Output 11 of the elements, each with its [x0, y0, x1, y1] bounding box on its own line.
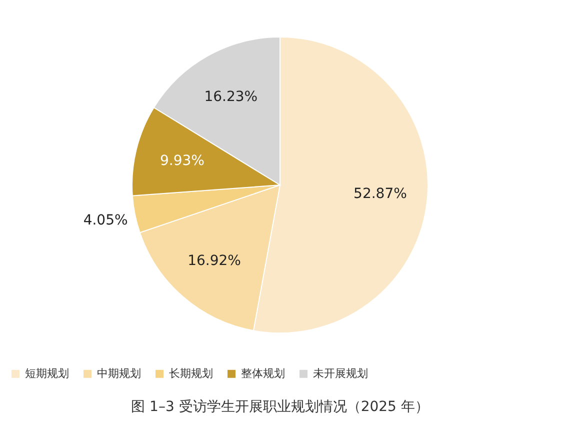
legend-label: 长期规划: [169, 366, 213, 380]
text: 图 1–3 受访学生开展职业规划情况（2025 年）: [131, 399, 429, 415]
legend-label: 中期规划: [97, 366, 141, 380]
data-label: 9.93%: [160, 153, 204, 170]
data-label: 52.87%: [354, 186, 407, 202]
legend-label: 短期规划: [25, 366, 69, 380]
data-label: 16.23%: [204, 89, 258, 106]
data-label: 16.92%: [188, 253, 241, 270]
data-label: 4.05%: [83, 212, 128, 228]
legend-label: 未开展规划: [313, 366, 368, 380]
legend-label: 整体规划: [241, 366, 285, 380]
